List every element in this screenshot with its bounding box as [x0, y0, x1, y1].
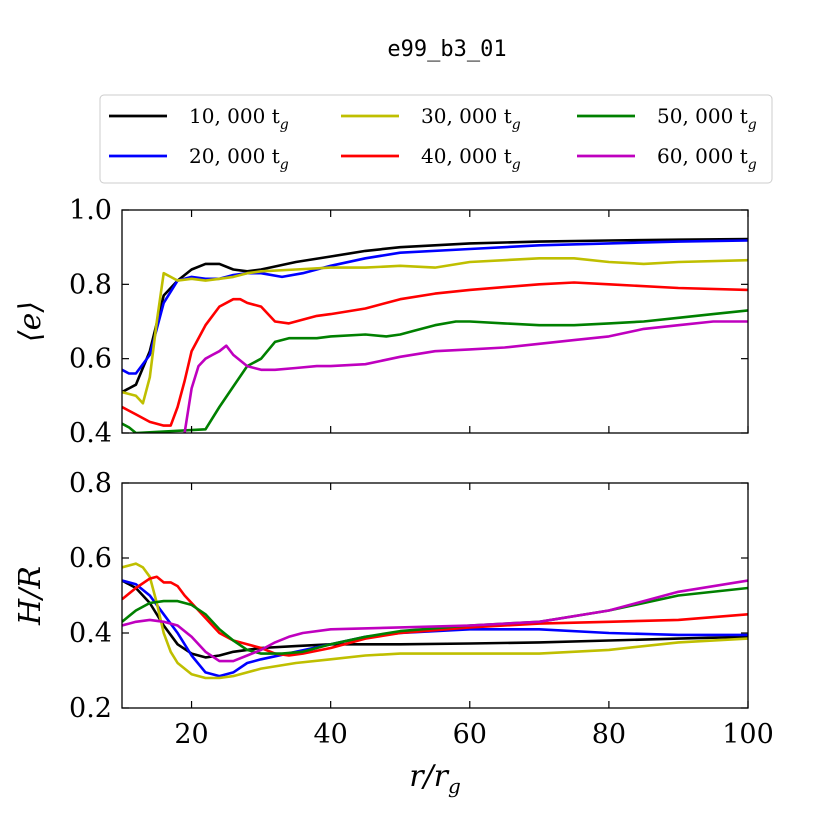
legend-label-main: 30, 000 t [421, 104, 512, 128]
series-line [122, 256, 748, 405]
legend-label: 10, 000 tg [189, 104, 289, 133]
series-line [122, 575, 748, 657]
legend-label-main: 20, 000 t [189, 144, 280, 168]
y-tick-label: 0.4 [69, 618, 112, 649]
x-axis-label-sub: g [448, 774, 461, 798]
legend-label-sub: g [748, 157, 757, 173]
series-group [122, 237, 748, 433]
series-line [122, 309, 748, 433]
y-tick-label: 0.6 [69, 543, 112, 574]
y-tick-label: 0.2 [69, 693, 112, 724]
x-tick-label: 60 [453, 719, 487, 750]
y-tick-label: 0.8 [69, 269, 112, 300]
legend-label-sub: g [280, 157, 289, 173]
x-tick-label: 100 [722, 719, 774, 750]
series-line [122, 562, 748, 680]
x-axis-label: r/rg [409, 759, 461, 798]
x-tick-label: 40 [313, 719, 347, 750]
legend-label: 20, 000 tg [189, 144, 289, 173]
legend-label-sub: g [512, 117, 521, 133]
y-axis-label: H/R [13, 566, 48, 626]
series-line [122, 281, 748, 427]
y-tick-label: 1.0 [69, 195, 112, 226]
series-group [122, 562, 748, 680]
y-tick-label: 0.6 [69, 344, 112, 375]
x-axis-label-main: r/r [409, 759, 449, 794]
series-line [122, 237, 748, 394]
legend-label-main: 10, 000 t [189, 104, 280, 128]
legend-label-main: 60, 000 t [657, 144, 748, 168]
y-tick-label: 0.8 [69, 468, 112, 499]
legend-label-sub: g [512, 157, 521, 173]
legend-label-sub: g [748, 117, 757, 133]
axes-frame [121, 209, 749, 434]
legend-label: 50, 000 tg [657, 104, 757, 133]
legend-label: 40, 000 tg [421, 144, 521, 173]
series-line [122, 579, 748, 678]
series-line [122, 579, 748, 663]
chart-title: e99_b3_01 [387, 37, 506, 62]
panel-aspect-ratio: 0.2 0.4 0.6 0.8 H/R [13, 468, 749, 724]
legend-label-main: 50, 000 t [657, 104, 748, 128]
panel-eccentricity: 0.4 0.6 0.8 1.0 ⟨e⟩ [13, 195, 749, 449]
x-tick-label: 80 [592, 719, 626, 750]
y-tick-label: 0.4 [69, 418, 112, 449]
legend-label: 60, 000 tg [657, 144, 757, 173]
legend-label: 30, 000 tg [421, 104, 521, 133]
series-line [183, 320, 748, 433]
x-tick-label: 20 [174, 719, 208, 750]
y-axis-label: ⟨e⟩ [13, 301, 48, 342]
legend-label-sub: g [280, 117, 289, 133]
legend-label-main: 40, 000 t [421, 144, 512, 168]
axes-frame [121, 482, 749, 709]
shared-x-axis: 20 40 60 80 100 r/rg [174, 719, 773, 798]
